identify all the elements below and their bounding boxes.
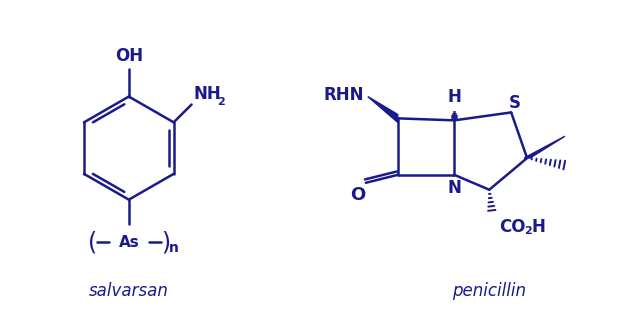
Text: NH: NH (193, 84, 221, 102)
Text: n: n (169, 241, 179, 255)
Polygon shape (368, 97, 397, 122)
Text: OH: OH (115, 47, 143, 65)
Text: As: As (118, 235, 140, 250)
Text: 2: 2 (524, 226, 532, 236)
Text: ): ) (161, 230, 170, 254)
Text: H: H (531, 219, 545, 236)
Text: salvarsan: salvarsan (89, 282, 169, 300)
Text: S: S (509, 94, 521, 113)
Text: RHN: RHN (323, 85, 364, 104)
Text: H: H (447, 88, 461, 107)
Text: N: N (447, 179, 461, 197)
Text: (: ( (88, 230, 97, 254)
Polygon shape (524, 136, 565, 158)
Text: 2: 2 (218, 98, 225, 108)
Text: CO: CO (499, 219, 525, 236)
Text: O: O (350, 186, 365, 204)
Text: penicillin: penicillin (452, 282, 526, 300)
